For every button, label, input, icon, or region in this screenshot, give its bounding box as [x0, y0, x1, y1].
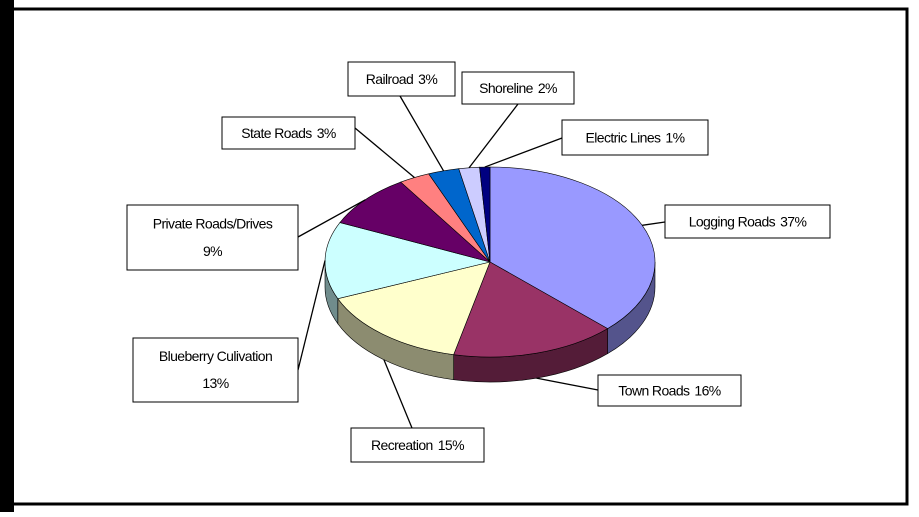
label-value: 1%	[665, 129, 684, 145]
leader-line	[484, 137, 563, 168]
leader-line	[399, 95, 445, 172]
label-category: Shoreline	[479, 80, 534, 96]
label-value: 3%	[418, 71, 437, 87]
leader-line	[297, 260, 326, 371]
frame-left	[0, 0, 14, 512]
label-box	[461, 71, 575, 105]
leader-line	[383, 359, 413, 429]
leader-line	[297, 199, 366, 238]
label-box	[132, 337, 299, 403]
label-category: Private Roads/Drives	[153, 215, 273, 231]
data-label: Recreation 15%	[371, 437, 464, 453]
pie-slice	[337, 261, 491, 355]
leader-line	[642, 221, 666, 226]
pie-slice	[339, 181, 491, 263]
label-category: Blueberry Culivation	[159, 348, 272, 364]
label-box	[347, 61, 456, 97]
label-category: Logging Roads	[689, 213, 776, 229]
label-value: 3%	[317, 125, 336, 141]
leader-line	[536, 377, 599, 391]
label-value: 13%	[202, 375, 228, 391]
leader-line	[468, 103, 519, 169]
data-label: State Roads 3%	[241, 125, 336, 141]
label-category: Electric Lines	[586, 129, 661, 145]
label-box	[597, 374, 742, 407]
plot-area: Logging Roads 37% Town Roads 16% Recreation 1…	[126, 61, 831, 463]
data-label: Town Roads 16%	[618, 382, 720, 398]
label-box	[221, 116, 356, 150]
label-value: 16%	[694, 382, 720, 398]
label-category: State Roads	[241, 125, 312, 141]
label-box	[126, 204, 299, 271]
label-category: Railroad	[366, 71, 413, 87]
data-label: Blueberry Culivation 13%	[159, 348, 272, 391]
label-category: Town Roads	[618, 382, 690, 398]
pie-slice	[324, 222, 491, 300]
pie-slice	[489, 166, 656, 329]
data-label: Railroad 3%	[366, 71, 438, 87]
data-label: Electric Lines 1%	[586, 129, 685, 145]
label-value: 37%	[780, 213, 806, 229]
label-value: 9%	[203, 243, 222, 259]
leader-line	[354, 127, 415, 179]
label-value: 2%	[538, 80, 557, 96]
pie-slice	[453, 261, 609, 358]
label-box	[664, 204, 831, 239]
label-value: 15%	[438, 437, 464, 453]
label-box	[350, 427, 485, 463]
label-category: Recreation	[371, 437, 433, 453]
label-box	[561, 119, 709, 156]
data-label: Shoreline 2%	[479, 80, 557, 96]
data-label: Logging Roads 37%	[689, 213, 807, 229]
data-label: Private Roads/Drives 9%	[153, 215, 273, 258]
